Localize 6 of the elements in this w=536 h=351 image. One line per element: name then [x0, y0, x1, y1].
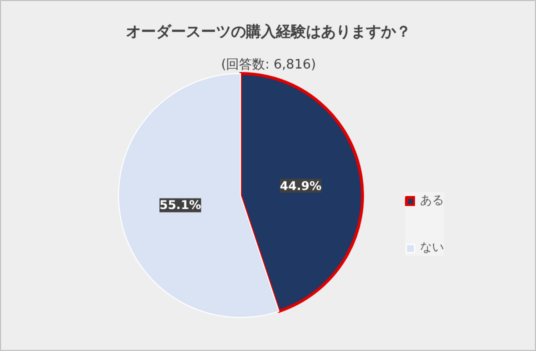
- data-label: 44.9%: [280, 178, 322, 193]
- chart-subtitle: (回答数: 6,816): [221, 58, 316, 72]
- legend-label: ない: [420, 239, 444, 256]
- data-label: 55.1%: [159, 198, 202, 212]
- legend-label: ある: [420, 192, 444, 209]
- chart-title: オーダースーツの購入経験はありますか？: [126, 22, 411, 40]
